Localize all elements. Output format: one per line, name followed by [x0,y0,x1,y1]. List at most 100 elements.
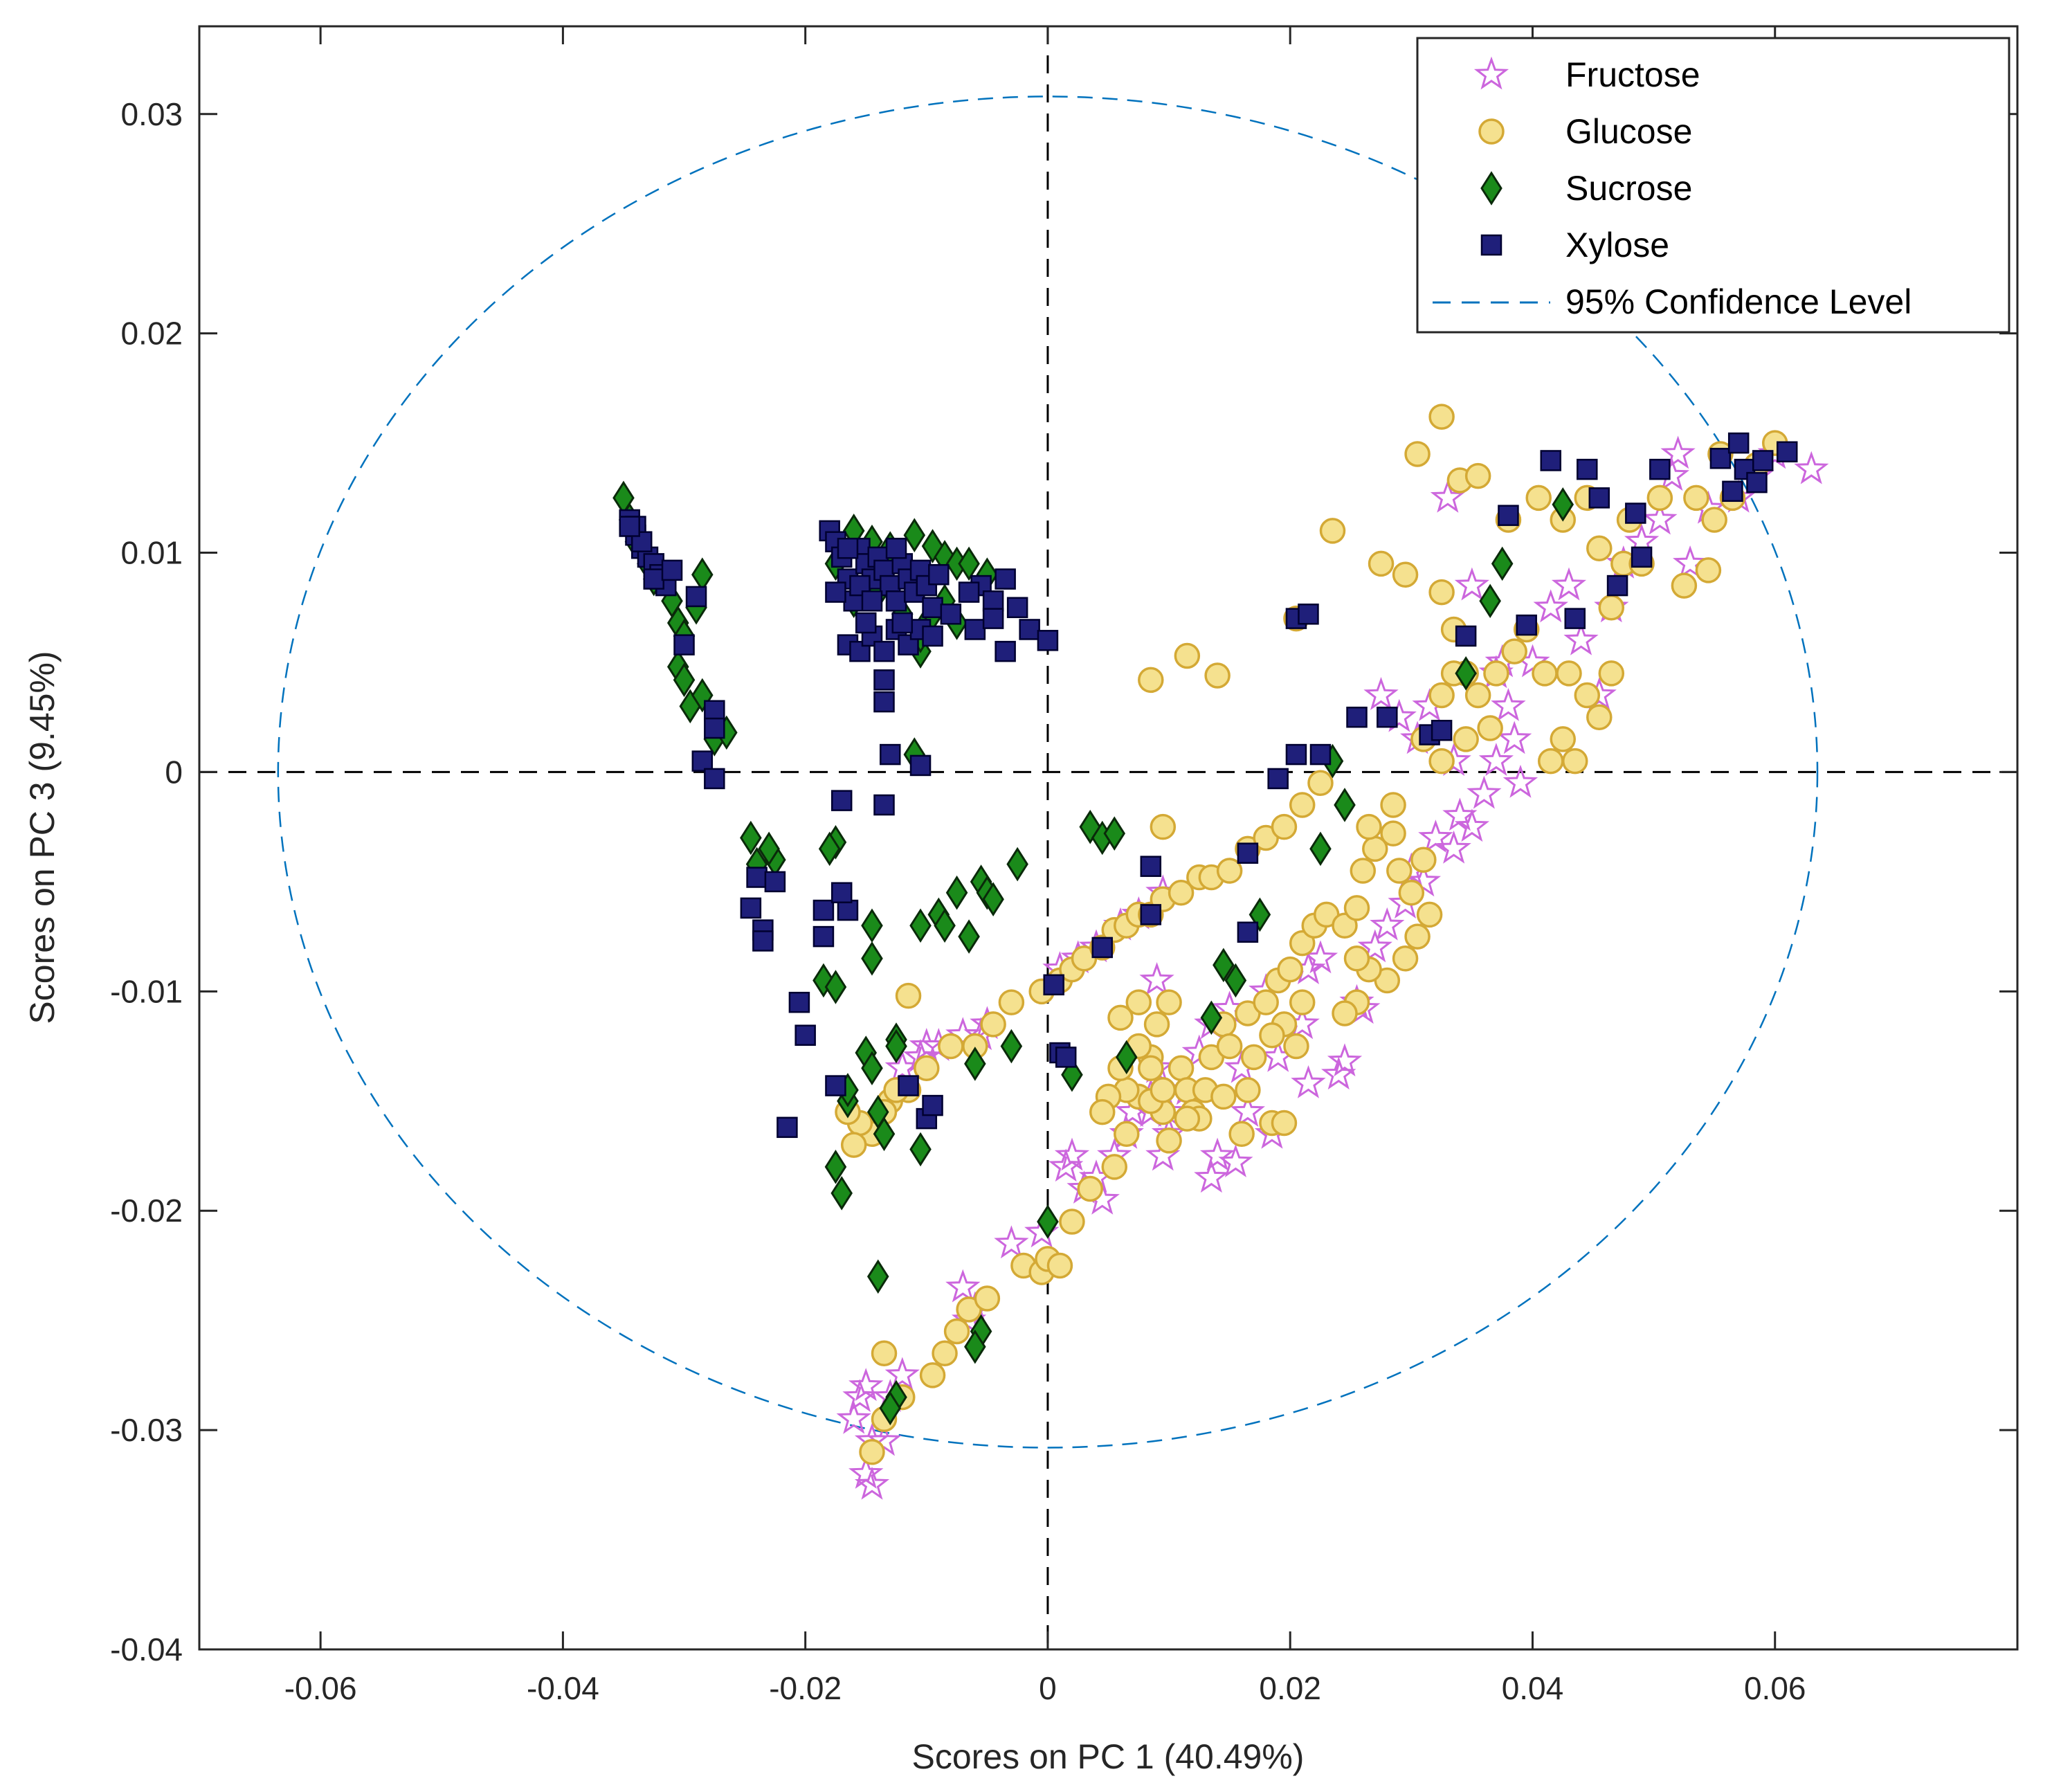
xylose-point [1540,450,1561,471]
xylose-point [830,790,853,811]
fructose-point [1048,1148,1084,1182]
glucose-point [1428,682,1455,709]
glucose-point [1404,441,1431,467]
xylose-point [825,581,846,603]
xylose-point [873,669,895,691]
fructose-point [1467,775,1502,809]
series-xylose [619,432,1798,1139]
fructose-point [945,1269,981,1303]
xylose-point [704,700,725,721]
legend-label-confidence: 95% Confidence Level [1565,282,1912,321]
glucose-point [1550,726,1576,752]
fructose-point [1454,567,1489,601]
glucose-point [1574,682,1601,709]
sucrose-point [1552,487,1574,522]
xylose-point [777,1116,798,1139]
fructose-point [1478,743,1514,777]
xylose-point [928,563,950,586]
xylose-point [1055,1047,1077,1068]
glucose-point [1562,748,1588,775]
glucose-point [974,1285,1001,1312]
sucrose-point [673,662,696,698]
xylose-point [1625,503,1646,524]
legend-symbol-xylose [1480,234,1502,256]
glucose-point [1150,1077,1177,1103]
sucrose-point [1200,1000,1223,1035]
glucose-point [859,1439,885,1465]
glucose-point [1253,989,1279,1015]
confidence-ellipse [277,96,1819,1449]
fructose-point [884,1049,920,1083]
xylose-point [1727,432,1750,454]
sucrose-point [1115,1040,1138,1075]
glucose-point [1598,595,1625,621]
glucose-point [1271,813,1298,840]
legend-label-xylose: Xylose [1565,226,1669,264]
glucose-point [1216,1033,1243,1060]
xylose-point [1577,458,1598,480]
xylose-point [1298,604,1319,625]
glucose-point [980,1011,1006,1038]
xylose-point [982,590,1004,612]
sucrose-point [879,1391,902,1426]
sucrose-point [1491,546,1514,581]
xylose-point [1564,608,1586,629]
glucose-point [1289,792,1316,818]
fructose-point [1363,677,1399,710]
xylose-point [661,559,683,581]
xylose-point [795,1024,816,1046]
glucose-point [1701,507,1727,533]
fructose-point [1327,1043,1363,1077]
x-tick-label: 0.04 [1502,1670,1564,1706]
legend-marker-glucose [1478,118,1505,145]
glucose-point [1586,535,1613,561]
glucose-point [1380,820,1406,847]
sucrose-point [824,1150,847,1184]
legend-label-sucrose: Sucrose [1565,169,1692,208]
glucose-point [1343,895,1370,921]
x-tick-label: -0.04 [527,1670,599,1706]
plot-area-frame [198,25,2019,1651]
xylose-point [922,1094,943,1116]
sucrose-point [982,882,1004,917]
sucrose-point [1006,847,1028,882]
sucrose-point [945,875,968,910]
glucose-point [914,1055,940,1081]
xylose-point [812,899,835,921]
sucrose-point [909,1132,932,1167]
x-tick-label: 0 [1039,1670,1057,1706]
xylose-point [1309,743,1332,766]
glucose-point [1271,1110,1298,1137]
y-tick-label: -0.01 [110,973,183,1009]
glucose-point [1556,660,1582,687]
fructose-point [854,1466,890,1500]
glucose-point [1537,748,1564,775]
xylose-point [740,897,762,919]
legend-entry-sucrose: Sucrose [1480,169,1692,208]
fructose-point [1199,1137,1235,1171]
xylose-point [691,750,714,772]
xylose-point [1091,936,1113,959]
x-tick-label: -0.02 [769,1670,842,1706]
fructose-point [1406,863,1442,897]
glucose-point [1477,715,1503,741]
legend-entry-glucose: Glucose [1478,112,1692,151]
fructose-point [1139,962,1174,995]
xylose-point [922,625,943,647]
glucose-point [1646,485,1673,512]
xylose-point [825,1075,846,1096]
sucrose-point [830,1176,853,1211]
xylose-point [1006,597,1028,619]
fructose-point [1194,1159,1229,1193]
glucose-point [1228,1121,1255,1148]
sucrose-point [1334,788,1356,822]
sucrose-point [903,518,926,552]
sucrose-point [1479,583,1501,619]
xylose-point [1498,505,1519,526]
glucose-point [1404,923,1431,950]
glucose-point [1089,1098,1116,1125]
fructose-point [1672,545,1708,579]
y-tick-label: -0.03 [110,1412,183,1448]
glucose-point [1501,638,1527,664]
sucrose-point [958,546,980,581]
